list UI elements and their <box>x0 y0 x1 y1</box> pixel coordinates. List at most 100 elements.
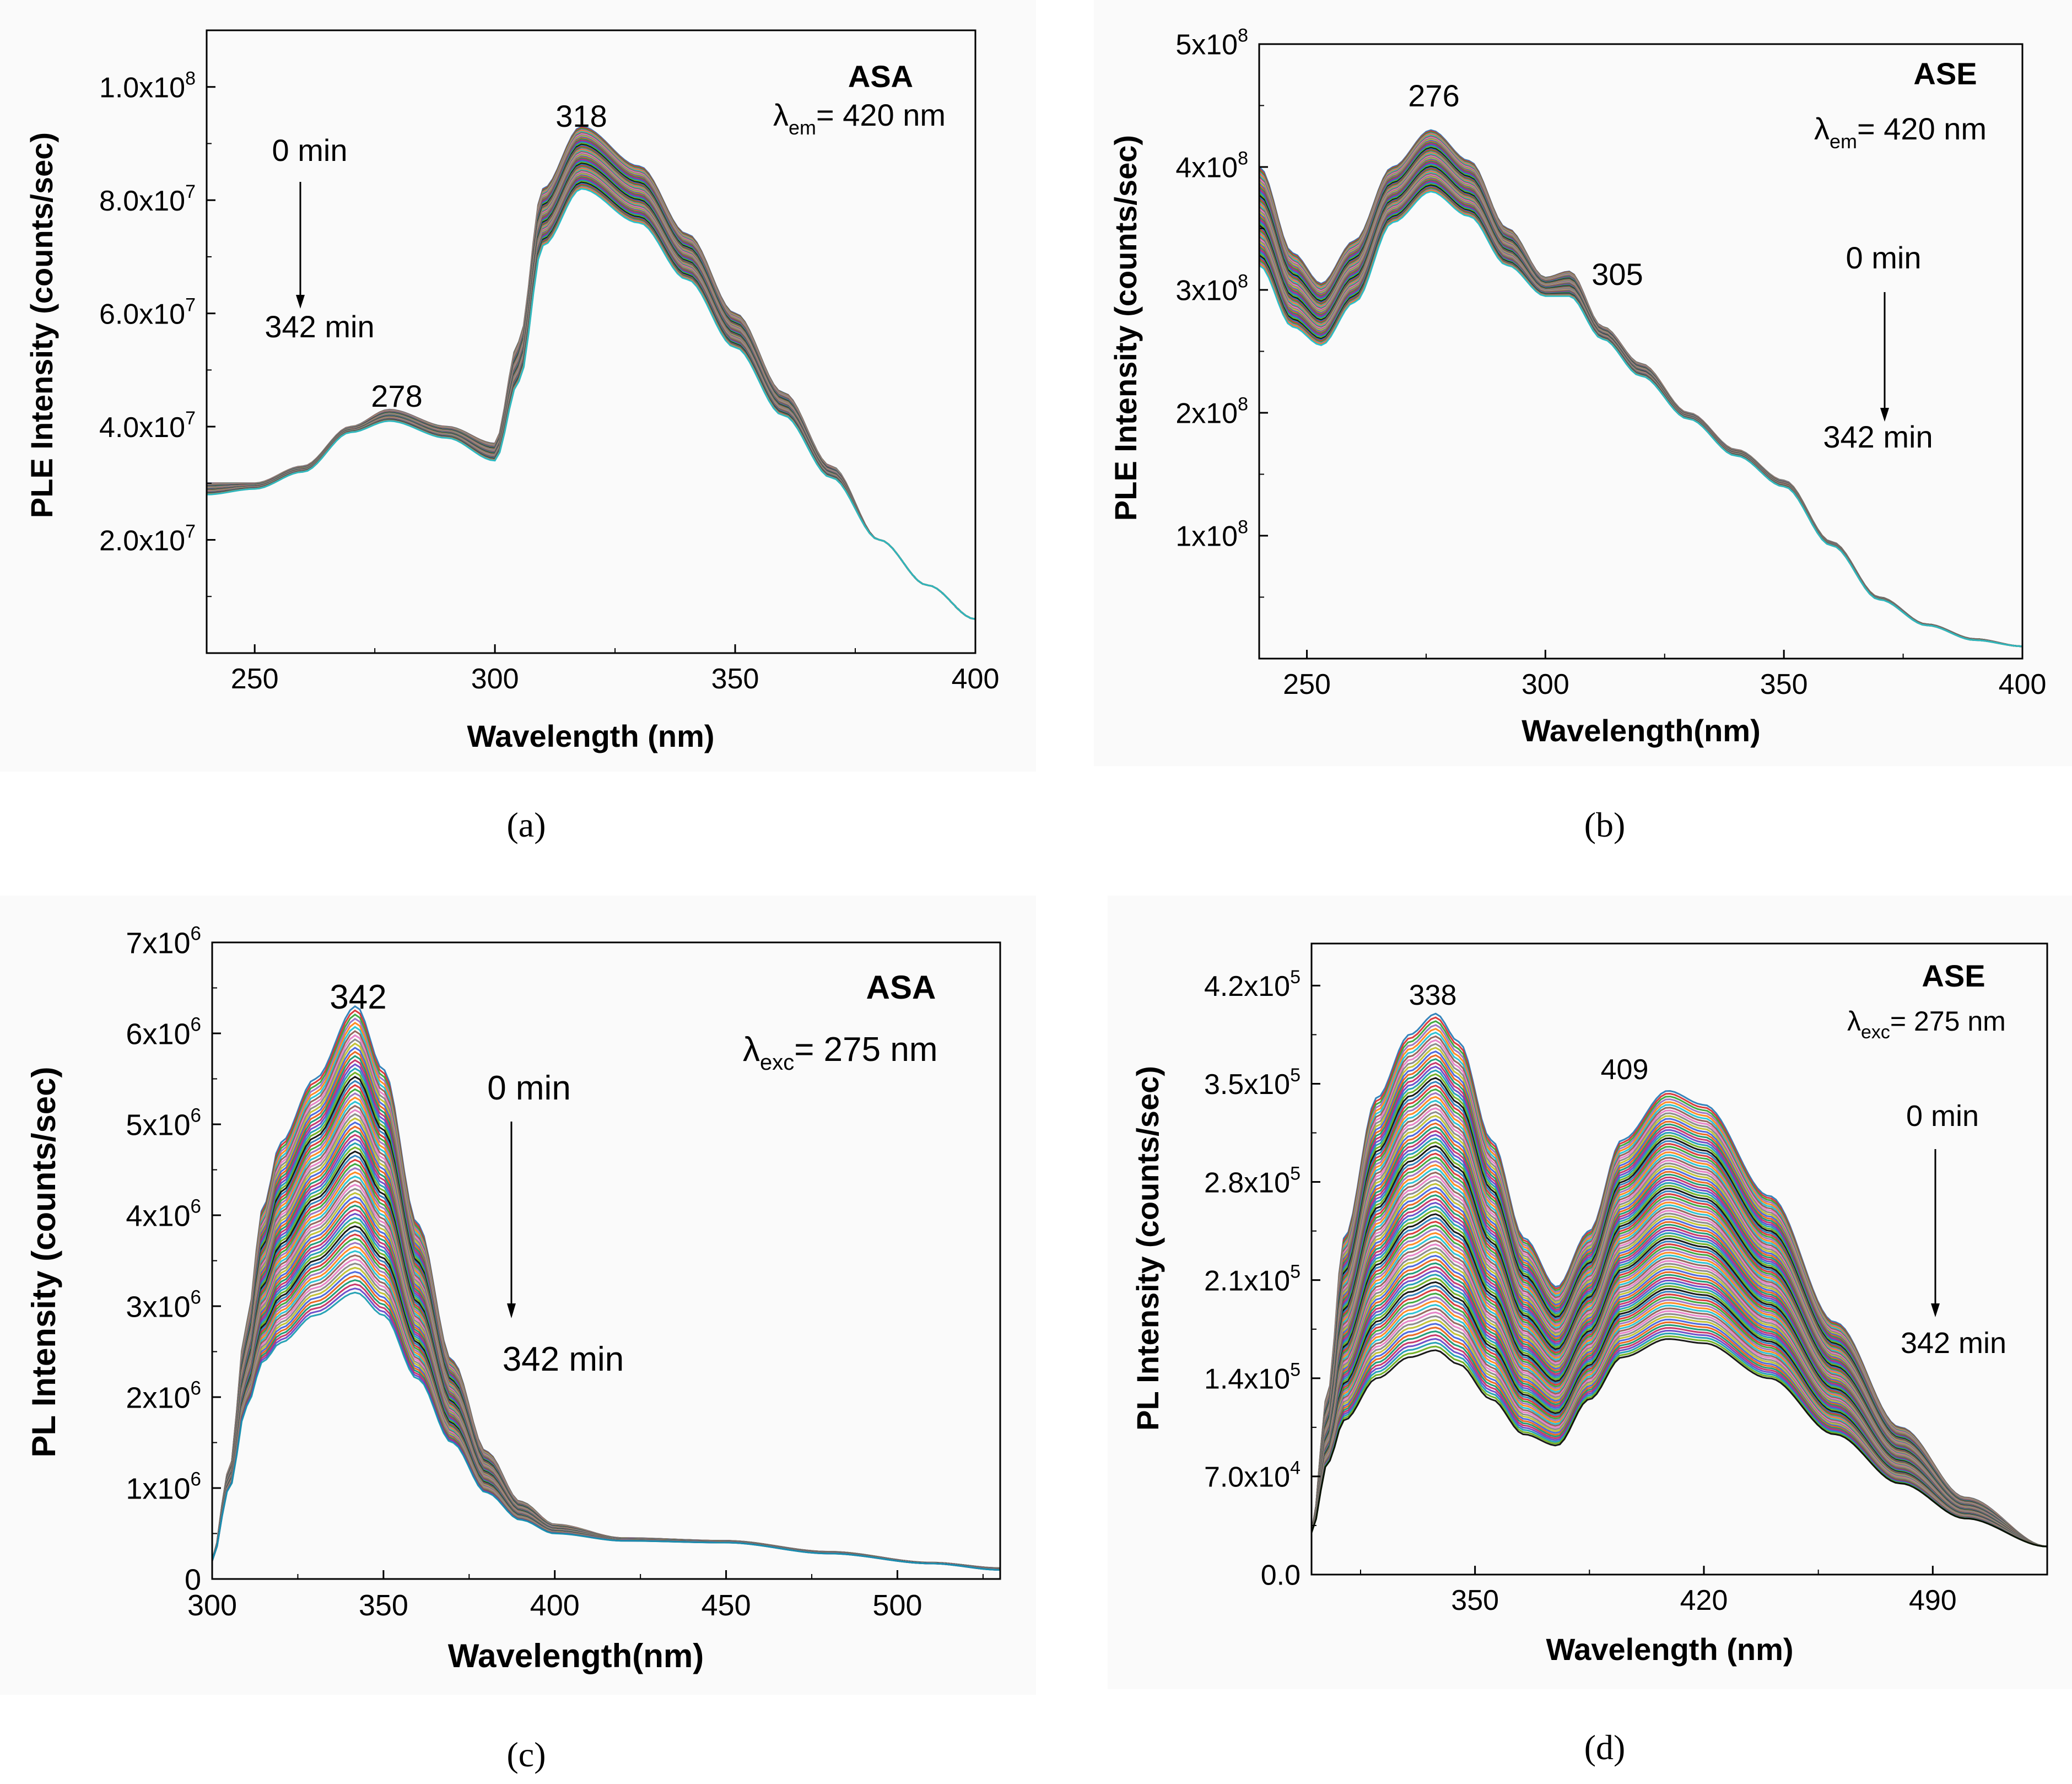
panel-b-background <box>1094 0 2072 766</box>
y-tick-label: 3.5x105 <box>1204 1065 1301 1101</box>
panel-d-plot-frame <box>1310 942 2048 1576</box>
x-tick-label: 350 <box>359 1589 408 1622</box>
panel-a-lambda-symbol: λ <box>773 98 789 132</box>
panel-d-time-end: 342 min <box>1901 1327 2006 1360</box>
y-tick-label: 1x108 <box>1175 517 1248 553</box>
panel-c-time-arrowhead <box>507 1303 516 1318</box>
y-tick-label: 1.0x108 <box>99 68 196 104</box>
x-tick-label: 400 <box>1999 669 2047 700</box>
y-tick-label: 2.8x105 <box>1204 1163 1301 1199</box>
x-tick-label: 250 <box>1283 669 1331 700</box>
panel-c-lambda-label: λexc= 275 nm <box>743 1031 937 1075</box>
panel-d-x-axis-title: Wavelength (nm) <box>1546 1632 1793 1667</box>
spectrum-curve <box>211 1291 1001 1571</box>
panel-a-lambda-subscript: em <box>789 116 816 139</box>
panel-c-sample-label: ASA <box>866 969 936 1006</box>
panel-b-peak-label-276: 276 <box>1408 78 1459 113</box>
panel-c-time-start: 0 min <box>487 1069 571 1107</box>
y-tick-label: 0.0 <box>1261 1560 1301 1592</box>
panel-b-y-axis-title: PLE Intensity (counts/sec) <box>1108 135 1143 521</box>
panel-d-lambda-label: λexc= 275 nm <box>1847 1006 2006 1043</box>
y-tick-label: 2.1x105 <box>1204 1261 1301 1297</box>
panel-c-y-axis-title: PL Intensity (counts/sec) <box>25 1066 62 1457</box>
panel-b-time-arrowhead <box>1880 408 1889 422</box>
panel-d-lambda-value: = 275 nm <box>1890 1006 2006 1037</box>
panel-d-y-axis: 0.0 7.0x104 1.4x105 2.1x105 2.8x105 3.5x105 4.… <box>1204 967 1320 1592</box>
panel-b-y-axis: 1x108 2x108 3x108 4x108 5x108 <box>1175 25 1268 598</box>
panel-a-y-axis-title: PLE Intensity (counts/sec) <box>24 132 59 518</box>
x-tick-label: 450 <box>702 1589 751 1622</box>
panel-a-plot-frame <box>206 29 976 654</box>
panel-a-x-axis: 250 300 350 400 <box>231 644 999 695</box>
panel-c-peak-label-342: 342 <box>330 978 386 1016</box>
x-tick-label: 400 <box>530 1589 580 1622</box>
y-tick-label: 4x106 <box>126 1195 201 1232</box>
panel-d-x-axis: 350 420 490 <box>1360 1566 2048 1616</box>
y-tick-label: 1x106 <box>126 1468 201 1505</box>
panel-a-sample-label: ASA <box>848 59 913 94</box>
y-tick-label: 5x108 <box>1175 25 1248 61</box>
panel-b-caption: (b) <box>1584 805 1626 844</box>
spectrum-curve <box>1310 1338 2048 1548</box>
spectrum-curve <box>1259 191 2023 648</box>
panel-a-lambda-label: λem= 420 nm <box>773 98 946 139</box>
panel-d-curves <box>1310 1012 2048 1548</box>
x-tick-label: 350 <box>711 663 759 695</box>
y-tick-label: 3x108 <box>1175 271 1248 307</box>
panel-c-lambda-subscript: exc <box>760 1050 794 1075</box>
x-tick-label: 420 <box>1680 1584 1728 1616</box>
panel-c-curves <box>211 1005 1001 1571</box>
panel-b-time-start: 0 min <box>1846 240 1922 275</box>
panel-b-peak-label-305: 305 <box>1591 257 1643 292</box>
panel-b-lambda-value: = 420 nm <box>1857 111 1987 146</box>
panel-c-lambda-value: = 275 nm <box>794 1031 937 1069</box>
panel-a-caption: (a) <box>506 805 546 844</box>
panel-c-caption: (c) <box>506 1735 546 1774</box>
panel-b: 250 300 350 400 1x108 2x108 3x108 4x108 5x108 W… <box>1094 0 2072 844</box>
panel-a-peak-label-318: 318 <box>555 99 607 133</box>
panel-d-y-axis-title: PL Intensity (counts/sec) <box>1130 1066 1165 1431</box>
panel-b-lambda-symbol: λ <box>1814 111 1830 146</box>
panel-b-x-axis-title: Wavelength(nm) <box>1521 713 1760 748</box>
y-tick-label: 8.0x107 <box>99 181 196 217</box>
y-tick-label: 1.4x105 <box>1204 1359 1301 1395</box>
panel-b-lambda-subscript: em <box>1830 130 1857 153</box>
panel-d-sample-label: ASE <box>1922 958 1985 993</box>
x-tick-label: 490 <box>1909 1584 1957 1616</box>
x-tick-label: 300 <box>1521 669 1569 700</box>
panel-d-time-arrowhead <box>1931 1303 1940 1317</box>
x-tick-label: 350 <box>1760 669 1808 700</box>
panel-a-lambda-value: = 420 nm <box>816 98 946 132</box>
y-tick-label: 6.0x107 <box>99 294 196 330</box>
panel-d: 350 420 490 0.0 7.0x104 1.4x105 2.1x105 2.8x10… <box>1108 896 2072 1767</box>
panel-d-lambda-symbol: λ <box>1847 1006 1861 1037</box>
panel-d-caption: (d) <box>1584 1728 1626 1767</box>
panel-d-time-start: 0 min <box>1906 1099 1979 1133</box>
y-tick-label: 4.2x105 <box>1204 967 1301 1003</box>
panel-c-time-end: 342 min <box>503 1340 624 1378</box>
panel-a-x-axis-title: Wavelength (nm) <box>467 719 714 753</box>
panel-c-lambda-symbol: λ <box>743 1031 760 1069</box>
spectrum-curve <box>206 188 976 620</box>
y-tick-label: 7.0x104 <box>1204 1458 1301 1494</box>
x-tick-label: 500 <box>872 1589 922 1622</box>
panel-b-curves <box>1258 129 2023 648</box>
y-tick-label: 4x108 <box>1175 148 1248 184</box>
panel-a-y-axis: 2.0x107 4.0x107 6.0x107 8.0x107 1.0x108 <box>99 30 215 597</box>
panel-c-x-axis: 300 350 400 450 500 <box>187 1570 984 1622</box>
panel-a-time-start: 0 min <box>272 133 348 168</box>
panel-a-curves <box>206 126 976 620</box>
panel-d-peak-label-338: 338 <box>1409 979 1457 1011</box>
x-tick-label: 300 <box>471 663 519 695</box>
x-tick-label: 350 <box>1451 1584 1499 1616</box>
panel-d-lambda-subscript: exc <box>1861 1022 1890 1043</box>
y-tick-label: 6x106 <box>126 1014 201 1050</box>
y-tick-label: 2x106 <box>126 1377 201 1414</box>
y-tick-label: 7x106 <box>126 923 201 960</box>
panel-c: 300 350 400 450 500 0 1x106 2x106 3x106 4x106 5x1… <box>0 896 1036 1774</box>
panel-a-time-arrowhead <box>296 295 305 309</box>
panel-b-time-end: 342 min <box>1823 419 1933 454</box>
panel-a-peak-label-278: 278 <box>371 379 422 413</box>
panel-a: 250 300 350 400 2.0x107 4.0x107 6.0x107 8.0x10… <box>0 0 1036 844</box>
panel-a-background <box>0 0 1036 772</box>
